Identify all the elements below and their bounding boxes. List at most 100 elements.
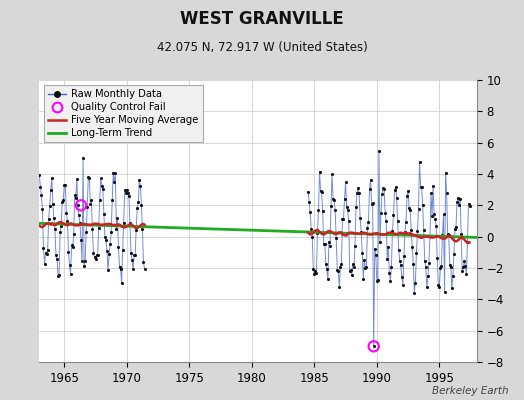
Point <box>319 208 327 214</box>
Point <box>453 199 461 206</box>
Point <box>361 264 369 271</box>
Point <box>100 211 108 217</box>
Point <box>75 212 83 218</box>
Point <box>327 202 335 209</box>
Point <box>122 190 130 196</box>
Point <box>336 264 345 270</box>
Point <box>461 263 470 269</box>
Point <box>429 183 437 189</box>
Point <box>114 244 123 250</box>
Point <box>380 186 388 192</box>
Point <box>134 199 143 206</box>
Point <box>41 249 50 256</box>
Point <box>411 280 420 286</box>
Point <box>308 234 316 240</box>
Point <box>457 230 465 237</box>
Point <box>137 202 146 208</box>
Point <box>124 190 132 196</box>
Point <box>307 225 315 232</box>
Point <box>40 260 49 267</box>
Point <box>426 232 434 239</box>
Point <box>386 278 395 284</box>
Point <box>462 270 471 277</box>
Point <box>359 276 367 282</box>
Point <box>433 255 441 261</box>
Point <box>328 171 336 178</box>
Point <box>394 218 402 224</box>
Point <box>420 227 428 233</box>
Point <box>378 190 386 197</box>
Point <box>452 223 460 230</box>
Point <box>369 343 378 350</box>
Point <box>351 243 359 250</box>
Point <box>103 248 111 254</box>
Point <box>367 201 376 207</box>
Point <box>97 183 106 189</box>
Point <box>389 212 398 218</box>
Point <box>342 204 351 210</box>
Point <box>356 215 364 222</box>
Point <box>372 252 380 258</box>
Point <box>314 207 323 213</box>
Point <box>309 266 318 272</box>
Point <box>102 237 110 243</box>
Point <box>444 232 453 238</box>
Point <box>90 254 99 261</box>
Point <box>353 190 361 196</box>
Point <box>129 266 137 273</box>
Point <box>459 264 467 270</box>
Point <box>325 238 333 245</box>
Point <box>38 206 47 212</box>
Point <box>414 206 423 212</box>
Point <box>408 244 417 251</box>
Point <box>437 262 445 269</box>
Point <box>121 187 129 194</box>
Point <box>35 172 43 178</box>
Point <box>81 258 89 264</box>
Point <box>79 155 87 162</box>
Point <box>109 170 117 176</box>
Point <box>96 175 105 182</box>
Point <box>365 186 374 192</box>
Point <box>392 195 401 201</box>
Point <box>63 218 72 224</box>
Point <box>382 218 390 224</box>
Point <box>346 267 355 273</box>
Point <box>136 183 145 190</box>
Point <box>113 215 122 222</box>
Point <box>422 264 430 270</box>
Y-axis label: Temperature Anomaly (°C): Temperature Anomaly (°C) <box>523 147 524 295</box>
Point <box>39 244 48 251</box>
Point <box>410 290 419 296</box>
Point <box>335 284 344 290</box>
Point <box>379 185 387 192</box>
Point <box>343 206 352 213</box>
Point <box>413 228 422 234</box>
Point <box>61 182 70 188</box>
Point <box>117 280 126 286</box>
Point <box>418 184 426 190</box>
Point <box>304 188 312 195</box>
Point <box>341 195 349 202</box>
Point <box>140 266 149 272</box>
Point <box>110 179 118 186</box>
Point <box>438 232 446 238</box>
Point <box>318 189 326 195</box>
Point <box>78 258 86 264</box>
Point <box>441 170 450 176</box>
Point <box>94 225 103 232</box>
Text: Berkeley Earth: Berkeley Earth <box>432 386 508 396</box>
Point <box>306 209 314 215</box>
Point <box>430 210 438 217</box>
Point <box>456 196 464 202</box>
Point <box>84 174 92 180</box>
Point <box>403 193 411 199</box>
Point <box>313 230 322 236</box>
Point <box>352 204 360 210</box>
Point <box>332 235 341 241</box>
Point <box>56 229 64 236</box>
Point <box>337 261 346 267</box>
Point <box>91 256 100 263</box>
Point <box>364 218 373 225</box>
Point <box>395 246 403 253</box>
